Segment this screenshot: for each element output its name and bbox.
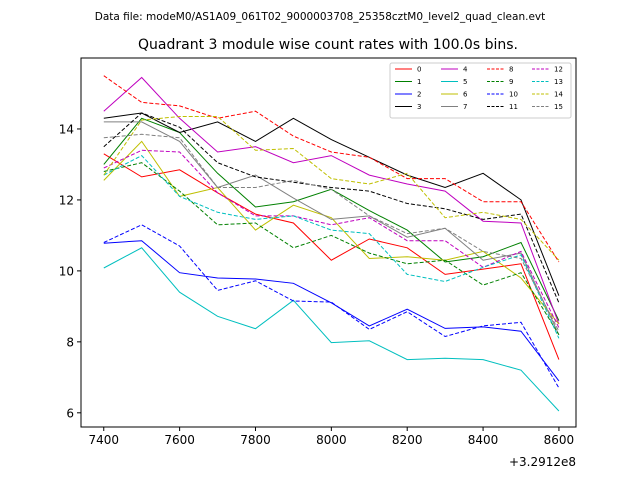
legend-label: 9 bbox=[509, 78, 513, 86]
legend-entry-6: 6 bbox=[441, 91, 468, 99]
y-tick-label: 8 bbox=[66, 335, 74, 349]
legend-entry-13: 13 bbox=[532, 78, 563, 86]
x-tick-label: 7800 bbox=[240, 433, 271, 447]
series-line-13 bbox=[103, 154, 560, 339]
legend-entry-0: 0 bbox=[395, 66, 421, 74]
legend-entry-8: 8 bbox=[487, 66, 513, 74]
series-line-7 bbox=[103, 121, 560, 336]
legend-label: 10 bbox=[509, 91, 518, 99]
chart-title: Quadrant 3 module wise count rates with … bbox=[138, 37, 518, 53]
series-line-12 bbox=[103, 149, 560, 328]
x-tick-label: 8200 bbox=[392, 433, 423, 447]
legend-label: 12 bbox=[554, 66, 563, 74]
legend-label: 13 bbox=[554, 78, 563, 86]
legend-entry-1: 1 bbox=[395, 78, 421, 86]
y-tick-label: 6 bbox=[66, 406, 74, 420]
legend-entry-2: 2 bbox=[395, 91, 421, 99]
legend-label: 2 bbox=[417, 91, 421, 99]
x-offset-label: +3.2912e8 bbox=[509, 455, 576, 469]
x-tick-label: 8000 bbox=[316, 433, 347, 447]
series-line-15 bbox=[103, 133, 560, 332]
legend-label: 7 bbox=[463, 103, 467, 111]
x-tick-label: 7600 bbox=[164, 433, 195, 447]
x-tick-label: 7400 bbox=[88, 433, 119, 447]
y-axis: 6 8 10 12 14 bbox=[59, 122, 81, 420]
y-tick-label: 14 bbox=[59, 122, 74, 136]
series-line-3 bbox=[103, 112, 560, 296]
legend-entry-12: 12 bbox=[532, 66, 563, 74]
series-line-4 bbox=[103, 76, 560, 325]
legend-box bbox=[389, 62, 572, 119]
plot-frame bbox=[80, 57, 577, 428]
legend-label: 4 bbox=[463, 66, 468, 74]
x-tick-label: 8600 bbox=[544, 433, 575, 447]
series-line-6 bbox=[103, 140, 560, 325]
legend-entry-10: 10 bbox=[487, 91, 518, 99]
y-tick-label: 12 bbox=[59, 193, 74, 207]
series-line-10 bbox=[103, 224, 560, 389]
x-axis: 7400 7600 7800 8000 8200 8400 8600 bbox=[88, 427, 574, 447]
legend-entry-15: 15 bbox=[532, 103, 563, 111]
legend-entry-9: 9 bbox=[487, 78, 513, 86]
legend-label: 6 bbox=[463, 91, 468, 99]
legend-label: 5 bbox=[463, 78, 467, 86]
legend-entry-5: 5 bbox=[441, 78, 467, 86]
x-tick-label: 8400 bbox=[468, 433, 499, 447]
legend-label: 11 bbox=[509, 103, 518, 111]
legend-entry-4: 4 bbox=[441, 66, 468, 74]
series-line-11 bbox=[103, 112, 560, 303]
plot-content bbox=[103, 75, 560, 412]
legend-entry-11: 11 bbox=[487, 103, 518, 111]
legend-label: 3 bbox=[417, 103, 421, 111]
legend-label: 14 bbox=[554, 91, 563, 99]
series-line-9 bbox=[103, 162, 560, 336]
legend-entry-7: 7 bbox=[441, 103, 467, 111]
series-line-2 bbox=[103, 240, 560, 382]
series-line-8 bbox=[103, 75, 560, 263]
legend-entry-14: 14 bbox=[532, 91, 563, 99]
series-line-5 bbox=[103, 247, 560, 412]
legend-label: 15 bbox=[554, 103, 563, 111]
legend-entry-3: 3 bbox=[395, 103, 421, 111]
series-line-0 bbox=[103, 153, 560, 360]
series-line-14 bbox=[103, 116, 560, 261]
legend-label: 1 bbox=[417, 78, 421, 86]
data-file-header: Data file: modeM0/AS1A09_061T02_90000037… bbox=[95, 11, 546, 23]
legend-label: 8 bbox=[509, 66, 513, 74]
legend-label: 0 bbox=[417, 66, 421, 74]
y-tick-label: 10 bbox=[59, 264, 74, 278]
